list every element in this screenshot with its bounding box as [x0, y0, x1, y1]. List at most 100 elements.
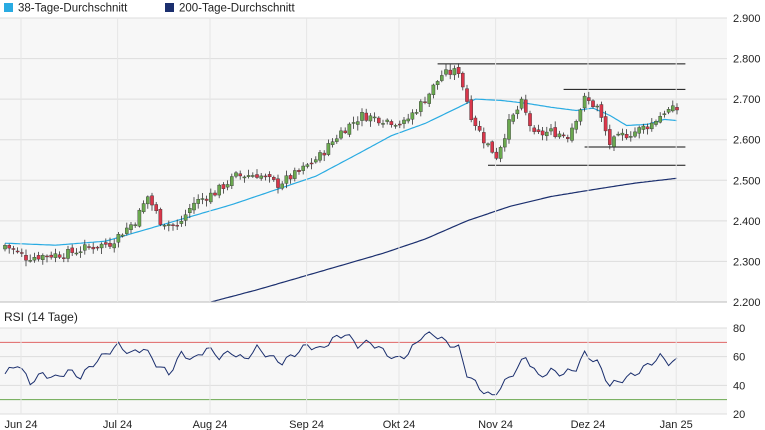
candle	[3, 243, 7, 252]
candle-body-up	[330, 141, 335, 145]
candle	[99, 242, 104, 254]
candle	[301, 162, 306, 175]
candle-body-down	[108, 242, 112, 247]
candle-body-down	[494, 151, 499, 159]
candle	[461, 71, 465, 91]
candle	[351, 116, 356, 129]
candle-body-down	[599, 104, 604, 118]
candle-body-up	[301, 165, 306, 171]
candle-body-up	[120, 234, 125, 237]
candle	[423, 96, 427, 105]
candle	[108, 237, 112, 250]
candle	[28, 254, 33, 263]
candle-body-up	[3, 245, 7, 250]
candle	[666, 106, 671, 115]
candle	[608, 124, 612, 150]
candle	[7, 243, 11, 254]
candle-body-down	[448, 69, 453, 75]
candle	[515, 105, 520, 119]
candle-body-down	[532, 127, 536, 132]
candle	[24, 249, 28, 267]
candle-body-up	[82, 244, 87, 251]
candle-body-up	[650, 122, 654, 130]
x-tick-label: Nov 24	[478, 419, 513, 430]
candle-body-down	[91, 246, 95, 250]
candle	[431, 83, 436, 99]
candle	[368, 113, 373, 127]
candle	[141, 200, 146, 214]
price-y-tick-label: 2.600	[733, 135, 761, 147]
candle-body-down	[213, 192, 217, 196]
candle-body-up	[435, 81, 440, 85]
candle	[671, 100, 675, 113]
candle-body-up	[208, 192, 213, 203]
candle-body-up	[372, 116, 377, 119]
candle	[637, 125, 641, 139]
candle-body-up	[503, 138, 507, 148]
candle	[204, 195, 209, 207]
candle-body-up	[427, 93, 432, 104]
candle-body-up	[507, 119, 511, 140]
candle-body-down	[322, 152, 327, 156]
candle-body-up	[444, 69, 448, 75]
candle-body-up	[74, 252, 79, 255]
candle	[70, 244, 74, 256]
candle-body-up	[99, 243, 104, 249]
candle-body-up	[192, 202, 196, 211]
candle	[570, 123, 574, 143]
candle-body-up	[671, 105, 675, 112]
candle	[372, 112, 377, 122]
candle	[183, 209, 188, 227]
rsi-y-tick-label: 40	[733, 380, 745, 392]
candle-body-down	[204, 198, 209, 201]
candle-body-down	[263, 175, 268, 178]
candle-body-up	[356, 121, 360, 125]
candle-body-up	[368, 115, 373, 122]
candle-body-down	[603, 116, 608, 132]
candle	[74, 248, 79, 256]
candle	[62, 253, 66, 263]
candle-body-down	[398, 123, 402, 126]
x-tick-label: Jun 24	[4, 419, 37, 430]
candle	[498, 145, 503, 163]
candle-body-up	[318, 152, 322, 161]
candle-body-up	[511, 114, 516, 122]
candle	[553, 121, 557, 139]
rsi-plot-background	[0, 328, 727, 414]
candle	[66, 245, 70, 263]
candle	[267, 171, 272, 183]
rsi-title: RSI (14 Tage)	[4, 310, 78, 324]
price-y-tick-label: 2.400	[733, 216, 761, 228]
candle	[41, 253, 45, 265]
candle-body-down	[465, 88, 469, 102]
candle-body-up	[162, 224, 167, 227]
candle	[318, 150, 322, 163]
candle-body-up	[166, 224, 171, 226]
candle-body-up	[196, 199, 201, 204]
candle-body-up	[658, 116, 662, 123]
candle-body-down	[45, 255, 49, 258]
price-y-tick-label: 2.800	[733, 54, 761, 66]
candle-body-up	[339, 130, 343, 139]
candle-body-up	[620, 132, 625, 136]
candle-body-up	[53, 253, 58, 258]
candle	[15, 247, 20, 254]
candle-body-down	[461, 72, 465, 88]
candle	[511, 113, 516, 125]
candle-body-down	[276, 178, 280, 188]
candle	[587, 91, 591, 105]
candle	[343, 127, 348, 135]
candle	[482, 127, 486, 149]
candle-body-up	[234, 172, 238, 177]
candle	[238, 170, 243, 180]
candle	[591, 99, 595, 109]
candle-body-up	[242, 176, 247, 179]
candle-body-down	[49, 254, 53, 258]
candle	[246, 169, 251, 179]
candle	[360, 108, 364, 127]
candle	[200, 193, 205, 205]
candle	[477, 120, 482, 133]
candle-body-up	[515, 109, 520, 115]
candle-body-up	[431, 84, 436, 95]
x-tick-label: Aug 24	[193, 419, 228, 430]
